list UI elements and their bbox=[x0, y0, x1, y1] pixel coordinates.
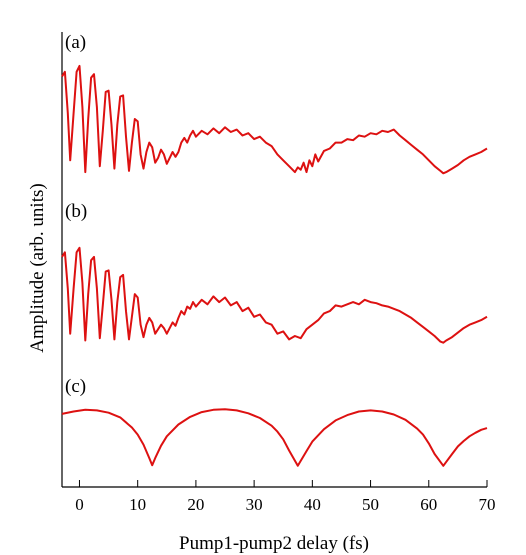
x-ticks bbox=[78, 480, 488, 487]
series-line-a bbox=[61, 64, 488, 175]
panel-label: (c) bbox=[65, 376, 86, 397]
x-tick-label: 70 bbox=[479, 495, 496, 514]
panel-label: (a) bbox=[65, 32, 86, 53]
x-axis-label: Pump1-pump2 delay (fs) bbox=[179, 533, 369, 554]
panel-b: (b) bbox=[61, 201, 488, 344]
panels: (a) (b) (c) bbox=[61, 32, 488, 467]
x-tick-label: 50 bbox=[362, 495, 379, 514]
y-axis-label: Amplitude (arb. units) bbox=[27, 183, 48, 352]
panel-a: (a) bbox=[61, 32, 488, 175]
x-tick-label: 20 bbox=[187, 495, 204, 514]
x-tick-label: 40 bbox=[304, 495, 321, 514]
x-tick-label: 30 bbox=[246, 495, 263, 514]
panel-label: (b) bbox=[65, 201, 87, 222]
x-tick-label: 0 bbox=[75, 495, 84, 514]
x-tick-label: 10 bbox=[129, 495, 146, 514]
series-line-b bbox=[61, 246, 488, 344]
x-tick-labels: 0 10 20 30 40 50 60 70 bbox=[75, 495, 495, 514]
x-tick-label: 60 bbox=[420, 495, 437, 514]
series-line-c bbox=[61, 408, 488, 467]
panel-c: (c) bbox=[61, 376, 488, 467]
